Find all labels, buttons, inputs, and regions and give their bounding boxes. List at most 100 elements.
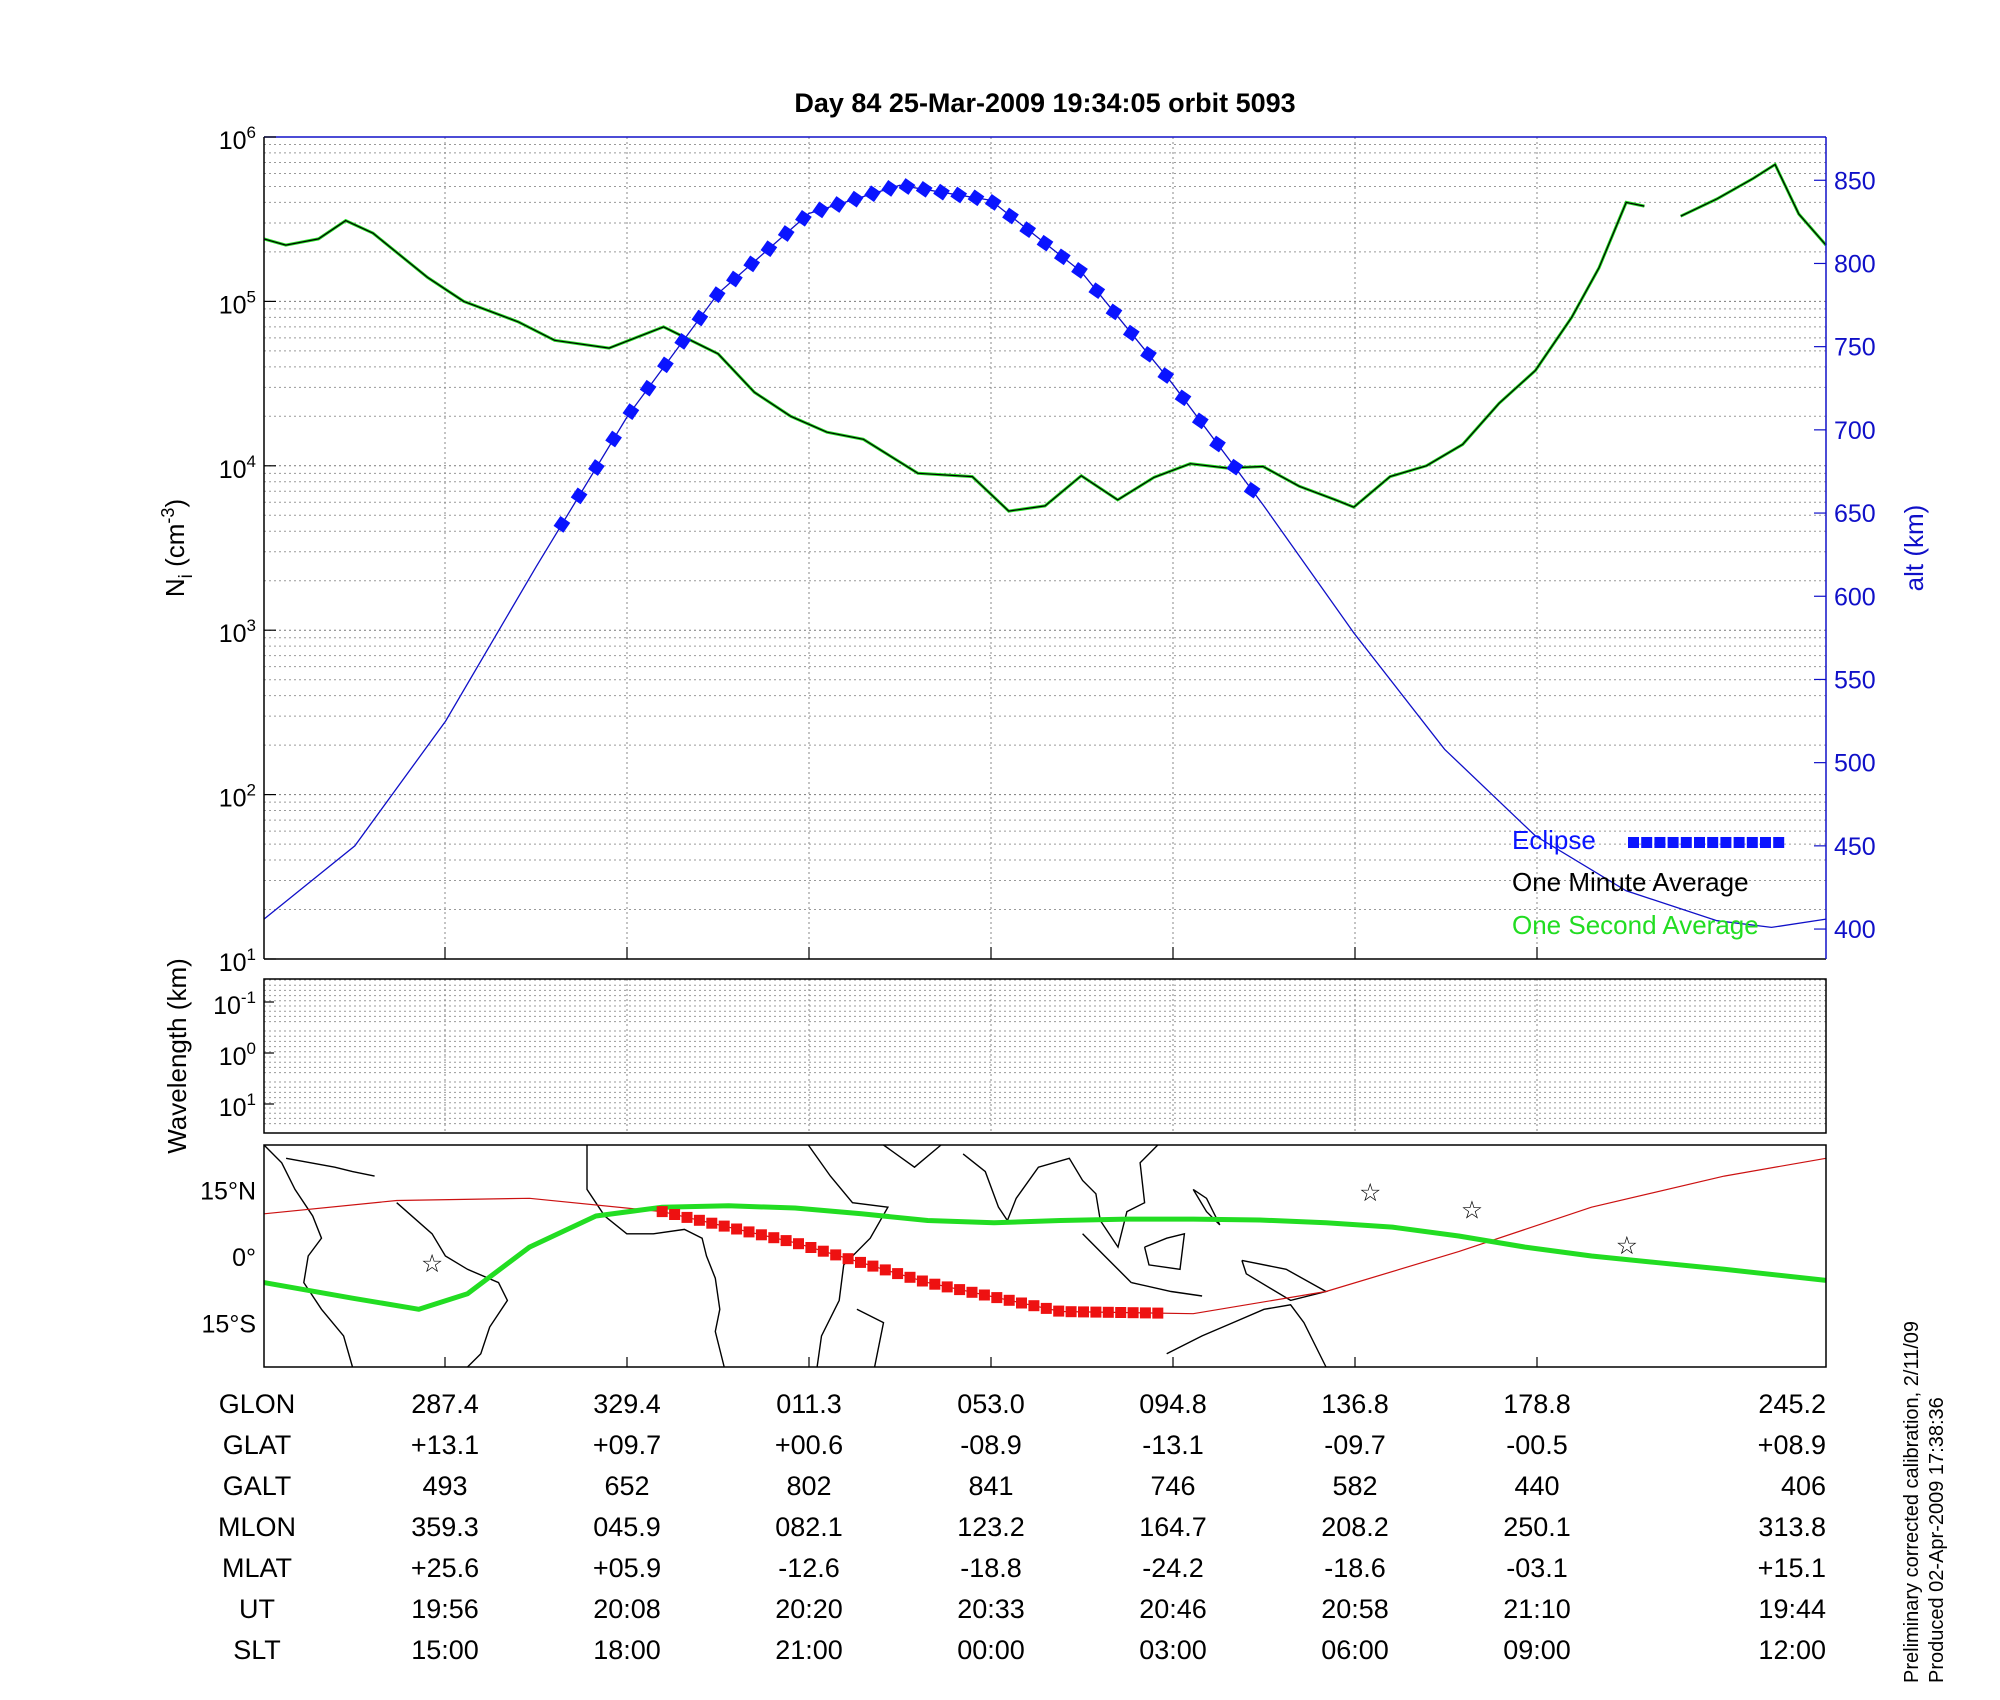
legend-marker-eclipse (1707, 837, 1719, 848)
coastline (586, 1145, 725, 1368)
table-cell: 094.8 (1139, 1389, 1207, 1419)
table-cell: 011.3 (776, 1389, 842, 1419)
eclipse-marker (1140, 345, 1157, 363)
table-cell: 746 (1150, 1471, 1195, 1501)
y2-tick-label: 400 (1834, 916, 1876, 944)
coastline (807, 1144, 890, 1368)
table-cell: 208.2 (1321, 1512, 1389, 1542)
y2-tick-label: 800 (1834, 250, 1876, 278)
table-cell: 03:00 (1139, 1635, 1207, 1665)
table-cell: 21:10 (1503, 1594, 1571, 1624)
eclipse-track-marker (681, 1211, 693, 1223)
coastline (1082, 1233, 1132, 1284)
coastline (883, 1144, 942, 1169)
table-cell: -08.9 (960, 1430, 1022, 1460)
eclipse-track-marker (1090, 1306, 1102, 1318)
table-row-label: MLAT (222, 1553, 292, 1583)
y2-tick-label: 750 (1834, 334, 1876, 362)
table-cell: 329.4 (593, 1389, 661, 1419)
table-cell: 582 (1332, 1471, 1377, 1501)
eclipse-track-marker (656, 1206, 668, 1218)
table-cell: 00:00 (957, 1635, 1025, 1665)
table-cell: 250.1 (1503, 1512, 1571, 1542)
eclipse-track-marker (867, 1260, 879, 1272)
eclipse-marker (812, 201, 830, 219)
table-row-label: UT (239, 1594, 275, 1624)
eclipse-marker (967, 189, 985, 207)
legend-label-eclipse: Eclipse (1512, 825, 1596, 855)
eclipse-marker (622, 403, 640, 420)
eclipse-marker (1243, 481, 1261, 499)
eclipse-track-marker (879, 1264, 891, 1276)
eclipse-marker (1036, 234, 1054, 252)
eclipse-track-marker (954, 1284, 966, 1296)
eclipse-marker (553, 516, 571, 533)
table-cell: 123.2 (957, 1512, 1025, 1542)
table-row-label: MLON (218, 1512, 296, 1542)
table-cell: -09.7 (1324, 1430, 1386, 1460)
table-cell: -03.1 (1506, 1553, 1568, 1583)
eclipse-track-marker (805, 1242, 817, 1253)
table-cell: 652 (604, 1471, 649, 1501)
star-marker: ☆ (1461, 1197, 1483, 1225)
legend-marker-eclipse (1720, 837, 1732, 848)
table-cell: 09:00 (1503, 1635, 1571, 1665)
eclipse-marker (1174, 389, 1192, 407)
table-cell: 313.8 (1758, 1512, 1826, 1542)
eclipse-marker (588, 459, 605, 476)
y2-tick-label: 700 (1834, 417, 1876, 445)
chart-title: Day 84 25-Mar-2009 19:34:05 orbit 5093 (794, 88, 1295, 118)
table-row-label: GALT (223, 1471, 292, 1501)
eclipse-track-marker (929, 1278, 941, 1290)
legend-marker-eclipse (1641, 837, 1653, 848)
eclipse-marker (708, 286, 726, 303)
coastline (856, 1308, 885, 1368)
eclipse-track-marker (693, 1214, 705, 1226)
eclipse-track-marker (706, 1217, 718, 1229)
eclipse-track-marker (718, 1220, 730, 1232)
eclipse-track-marker (991, 1292, 1003, 1304)
table-cell: 06:00 (1321, 1635, 1389, 1665)
table-cell: +15.1 (1758, 1553, 1826, 1583)
legend-label-one-minute: One Minute Average (1512, 867, 1749, 897)
table-cell: 406 (1781, 1471, 1826, 1501)
eclipse-marker (1105, 303, 1123, 321)
eclipse-track-marker (731, 1223, 743, 1235)
eclipse-marker (915, 180, 933, 198)
eclipse-track-marker (855, 1256, 866, 1268)
star-marker: ☆ (1359, 1179, 1381, 1207)
table-row-label: GLAT (223, 1430, 292, 1460)
table-cell: -00.5 (1506, 1430, 1568, 1460)
y-tick-label: 102 (219, 781, 256, 813)
eclipse-track-marker (1139, 1307, 1151, 1319)
eclipse-marker (657, 356, 674, 374)
eclipse-marker (777, 225, 795, 242)
calibration-note: Preliminary corrected calibration, 2/11/… (1901, 1321, 1923, 1683)
eclipse-track-marker (817, 1245, 829, 1257)
wavelength-axis-label: Wavelength (km) (162, 958, 192, 1154)
table-cell: 493 (422, 1471, 467, 1501)
eclipse-marker (829, 196, 847, 213)
eclipse-marker (1226, 458, 1244, 476)
eclipse-track-marker (830, 1249, 842, 1261)
star-marker: ☆ (1616, 1232, 1638, 1260)
table-row-label: SLT (233, 1635, 281, 1665)
legend-marker-eclipse (1628, 837, 1639, 848)
eclipse-marker (933, 183, 950, 201)
eclipse-marker (864, 185, 881, 203)
table-cell: 20:58 (1321, 1594, 1389, 1624)
eclipse-track-marker (1040, 1302, 1052, 1314)
eclipse-track-marker (755, 1229, 767, 1241)
eclipse-marker (795, 209, 812, 227)
eclipse-track-marker (842, 1253, 854, 1265)
eclipse-track-marker (916, 1275, 928, 1287)
table-cell: 440 (1514, 1471, 1559, 1501)
table-cell: -18.6 (1324, 1553, 1386, 1583)
table-cell: -12.6 (778, 1553, 840, 1583)
table-cell: -18.8 (960, 1553, 1022, 1583)
eclipse-marker (726, 270, 743, 288)
eclipse-marker (760, 240, 778, 258)
table-cell: 19:44 (1758, 1594, 1826, 1624)
eclipse-marker (1191, 412, 1209, 430)
